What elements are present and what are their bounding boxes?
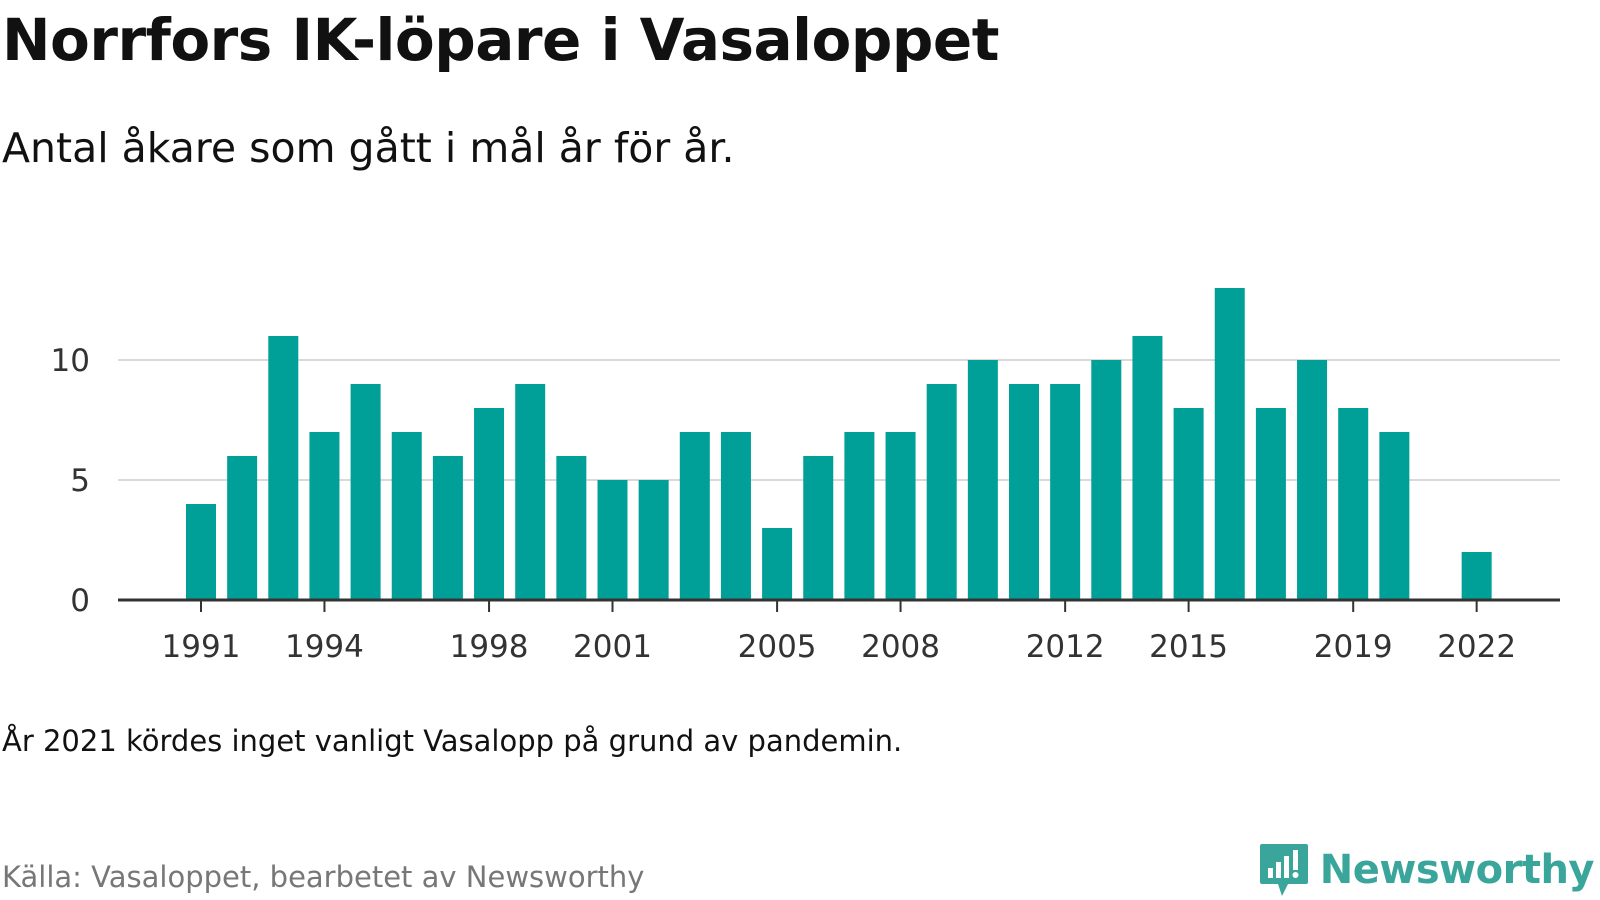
x-tick-label: 1998 — [450, 629, 529, 665]
y-tick-label: 10 — [51, 343, 90, 379]
chart-title: Norrfors IK-löpare i Vasaloppet — [2, 6, 999, 74]
bar-2004 — [720, 432, 751, 600]
bar-2020 — [1379, 432, 1410, 600]
bar-1998 — [474, 408, 505, 600]
x-tick-label: 2015 — [1149, 629, 1228, 665]
bar-2014 — [1132, 336, 1163, 600]
y-tick-labels: 0 5 10 — [51, 343, 90, 619]
bar-1996 — [391, 432, 422, 600]
bar-2005 — [762, 528, 793, 600]
bar-1991 — [186, 504, 216, 600]
bar-2011 — [1009, 384, 1039, 600]
brand-logo[interactable]: Newsworthy — [1258, 842, 1595, 898]
bar-2000 — [556, 456, 587, 600]
brand-name: Newsworthy — [1319, 847, 1595, 893]
x-axis — [118, 598, 1560, 612]
bar-1992 — [227, 456, 258, 600]
bar-2003 — [679, 432, 710, 600]
x-tick-label: 2005 — [738, 629, 817, 665]
bar-2008 — [885, 432, 916, 600]
chart-subtitle: Antal åkare som gått i mål år för år. — [2, 124, 735, 172]
bar-2002 — [638, 480, 669, 600]
bar-2006 — [803, 456, 834, 600]
bar-1993 — [268, 336, 299, 600]
bar-1999 — [515, 384, 546, 600]
bar-2013 — [1091, 360, 1122, 600]
x-tick-label: 2001 — [573, 629, 652, 665]
bar-2022 — [1461, 552, 1492, 600]
bar-2016 — [1214, 288, 1245, 600]
bar-2001 — [597, 480, 628, 600]
x-tick-label: 1991 — [162, 629, 241, 665]
source-credit: Källa: Vasaloppet, bearbetet av Newswort… — [2, 860, 645, 894]
bar-2007 — [844, 432, 875, 600]
bar-1995 — [350, 384, 381, 600]
y-tick-label: 5 — [70, 463, 90, 499]
bar-1994 — [309, 432, 340, 600]
x-tick-label: 2022 — [1437, 629, 1516, 665]
bar-1997 — [432, 456, 463, 600]
bar-chart: 0 5 10 1991 1994 1998 2001 2005 2008 2012 2015 201… — [51, 288, 1560, 665]
x-tick-label: 2019 — [1314, 629, 1393, 665]
footnote: År 2021 kördes inget vanligt Vasalopp på… — [2, 724, 903, 758]
bar-2012 — [1050, 384, 1081, 600]
bar-2010 — [967, 360, 998, 600]
bar-2018 — [1297, 360, 1328, 600]
bar-2015 — [1173, 408, 1204, 600]
x-tick-labels: 1991 1994 1998 2001 2005 2008 2012 2015 2019 2022 — [162, 629, 1517, 665]
y-tick-label: 0 — [70, 583, 90, 619]
x-tick-label: 2008 — [861, 629, 940, 665]
newsworthy-logo-icon — [1259, 844, 1308, 896]
x-tick-label: 2012 — [1026, 629, 1105, 665]
bars — [186, 288, 1492, 600]
bar-2017 — [1255, 408, 1286, 600]
x-tick-label: 1994 — [285, 629, 364, 665]
bar-2019 — [1338, 408, 1369, 600]
bar-2009 — [926, 384, 957, 600]
